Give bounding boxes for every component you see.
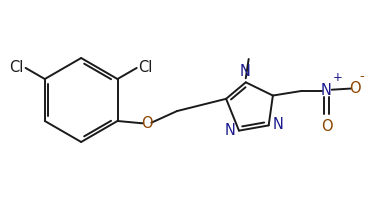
Text: -: - [360, 70, 365, 83]
Text: Cl: Cl [138, 60, 153, 75]
Text: O: O [321, 119, 332, 134]
Text: Cl: Cl [9, 60, 24, 75]
Text: +: + [332, 71, 342, 84]
Text: N: N [239, 64, 250, 79]
Text: N: N [225, 123, 236, 138]
Text: O: O [348, 81, 360, 96]
Text: N: N [321, 83, 332, 98]
Text: O: O [141, 116, 152, 131]
Text: N: N [272, 117, 283, 132]
